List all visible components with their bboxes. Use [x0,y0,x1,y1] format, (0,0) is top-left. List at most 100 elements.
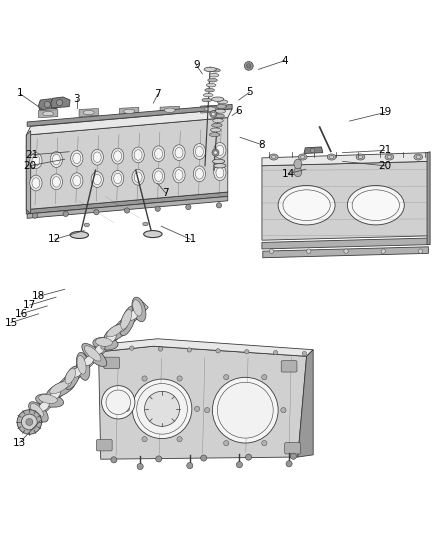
Polygon shape [262,152,429,166]
Circle shape [216,349,220,353]
Ellipse shape [358,156,363,158]
Ellipse shape [49,382,69,394]
Ellipse shape [46,380,75,398]
Ellipse shape [134,150,142,160]
Circle shape [158,347,162,351]
Ellipse shape [294,159,302,169]
Ellipse shape [104,323,129,342]
Polygon shape [262,238,429,249]
Ellipse shape [39,394,57,403]
Text: 1: 1 [16,88,23,99]
Ellipse shape [121,309,132,329]
Ellipse shape [352,190,399,221]
Ellipse shape [152,168,165,184]
Circle shape [237,462,243,468]
Ellipse shape [71,150,83,166]
FancyBboxPatch shape [281,361,297,372]
Ellipse shape [91,172,103,188]
Circle shape [212,377,278,443]
Ellipse shape [107,325,124,337]
Polygon shape [26,192,228,214]
Ellipse shape [117,321,127,332]
Polygon shape [263,247,428,258]
Circle shape [307,249,311,253]
Ellipse shape [294,167,302,177]
Ellipse shape [50,152,63,167]
Polygon shape [29,300,148,421]
Ellipse shape [278,185,335,225]
Circle shape [286,461,292,467]
Ellipse shape [155,149,162,159]
Circle shape [212,112,215,116]
Ellipse shape [84,223,89,227]
Ellipse shape [175,148,183,158]
Circle shape [132,379,192,439]
Circle shape [44,101,50,108]
Circle shape [224,375,229,380]
Ellipse shape [53,154,60,165]
Polygon shape [27,197,228,219]
Polygon shape [51,97,70,108]
Ellipse shape [70,231,88,238]
Ellipse shape [205,107,215,111]
Polygon shape [298,350,313,457]
Circle shape [344,249,348,253]
Ellipse shape [385,154,394,160]
Text: 6: 6 [235,106,242,116]
Circle shape [247,64,251,68]
Ellipse shape [298,154,307,160]
Ellipse shape [212,97,224,101]
Ellipse shape [356,154,365,160]
Ellipse shape [132,169,144,185]
Circle shape [124,406,130,411]
Circle shape [106,390,131,415]
Ellipse shape [112,148,124,164]
Text: 21: 21 [378,146,391,156]
Polygon shape [27,104,232,126]
Ellipse shape [143,222,148,226]
Text: 9: 9 [193,60,200,70]
Ellipse shape [84,356,94,366]
Ellipse shape [32,156,40,166]
Ellipse shape [61,378,71,389]
Circle shape [269,249,274,253]
Circle shape [187,348,191,352]
Ellipse shape [50,390,60,400]
Ellipse shape [216,104,226,109]
Text: 17: 17 [23,300,36,310]
Polygon shape [39,110,58,118]
FancyBboxPatch shape [285,442,300,454]
Ellipse shape [214,142,226,158]
Ellipse shape [28,402,48,422]
Ellipse shape [193,166,205,182]
Ellipse shape [144,231,162,238]
Circle shape [262,375,267,380]
Circle shape [214,151,217,155]
Ellipse shape [212,159,225,164]
Ellipse shape [72,367,83,377]
Text: 14: 14 [282,168,295,179]
Ellipse shape [206,84,216,87]
Circle shape [201,455,207,461]
Circle shape [156,456,162,462]
Ellipse shape [93,152,101,163]
Ellipse shape [164,108,175,112]
Ellipse shape [214,114,224,118]
Polygon shape [99,339,313,356]
Ellipse shape [173,167,185,183]
Ellipse shape [83,110,94,115]
Ellipse shape [120,306,136,336]
Ellipse shape [73,153,81,164]
Polygon shape [79,109,98,116]
Text: 8: 8 [258,140,265,150]
Circle shape [212,149,219,156]
Ellipse shape [42,111,53,116]
Polygon shape [201,105,220,113]
Circle shape [32,213,38,219]
Text: 20: 20 [23,161,36,171]
Ellipse shape [93,174,101,185]
Ellipse shape [152,146,165,161]
Circle shape [63,211,68,216]
Ellipse shape [193,143,205,159]
Ellipse shape [132,297,146,322]
